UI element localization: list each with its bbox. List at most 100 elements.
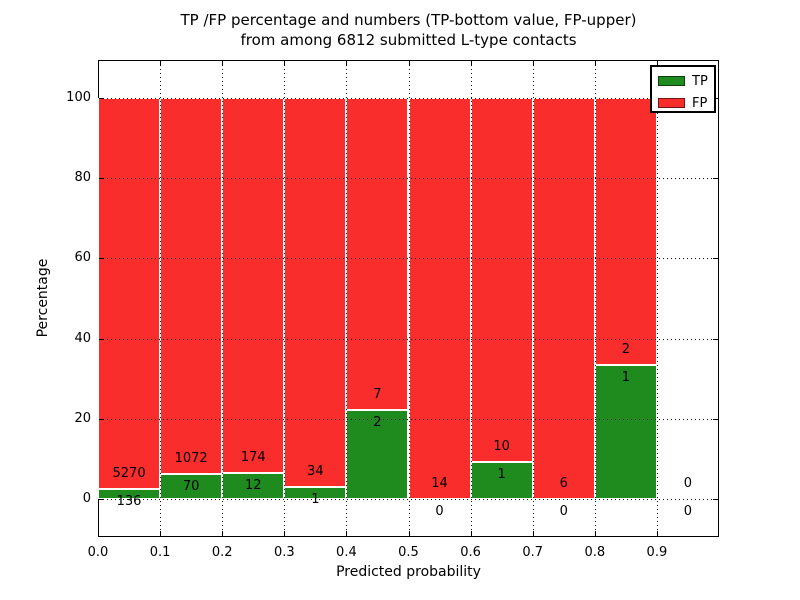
- tp-count-label: 1: [621, 370, 630, 386]
- x-tickmark-top: [532, 61, 534, 66]
- bar-segment-fp: [532, 98, 595, 499]
- y-tickmark-left: [99, 178, 104, 180]
- x-gridline: [346, 61, 348, 536]
- bar-segment-fp: [594, 98, 657, 366]
- x-tickmark-top: [222, 61, 224, 66]
- tp-count-label: 70: [182, 479, 200, 495]
- x-tick-label: 0.6: [460, 545, 481, 560]
- x-tickmark-bottom: [408, 531, 410, 536]
- y-tickmark-right: [713, 498, 718, 500]
- bar-segment-fp: [222, 98, 285, 473]
- x-tick-label: 0.0: [87, 545, 109, 560]
- legend: TP FP: [650, 65, 716, 113]
- y-tickmark-right: [713, 258, 718, 260]
- x-tick-label: 0.4: [336, 545, 357, 560]
- x-tickmark-top: [594, 61, 596, 66]
- tp-count-label: 0: [559, 503, 568, 519]
- x-gridline: [532, 61, 534, 536]
- x-gridline: [284, 61, 286, 536]
- bar-segment-fp: [284, 98, 347, 488]
- x-tick-label: 0.5: [398, 545, 419, 560]
- bar-segment-tp: [222, 472, 285, 499]
- x-tickmark-bottom: [222, 531, 224, 536]
- legend-entry-fp: FP: [652, 94, 714, 114]
- chart-title-line1: TP /FP percentage and numbers (TP-bottom…: [180, 11, 637, 29]
- x-tickmark-top: [656, 61, 658, 66]
- x-gridline: [656, 61, 658, 536]
- tp-count-label: 1: [311, 492, 320, 508]
- y-tickmark-left: [99, 498, 104, 500]
- chart-title-line2: from among 6812 submitted L-type contact…: [240, 31, 577, 49]
- x-gridline: [160, 61, 162, 536]
- y-tickmark-right: [713, 338, 718, 340]
- bar-segment-tp: [470, 462, 533, 499]
- y-tickmark-left: [99, 258, 104, 260]
- x-tickmark-top: [160, 61, 162, 66]
- legend-label-fp: FP: [692, 96, 708, 111]
- y-axis-label: Percentage: [35, 258, 51, 338]
- x-tickmark-top: [408, 61, 410, 66]
- y-tick-label: 100: [66, 90, 91, 106]
- tp-count-label: 12: [244, 477, 262, 493]
- x-tick-label: 0.2: [211, 545, 233, 560]
- x-tickmark-top: [284, 61, 286, 66]
- fp-count-label: 7: [373, 386, 382, 402]
- x-tick-label: 0.9: [646, 545, 668, 560]
- y-tickmark-left: [99, 418, 104, 420]
- y-tickmark-right: [713, 418, 718, 420]
- x-tick-label: 0.1: [149, 545, 171, 560]
- x-tickmark-bottom: [346, 531, 348, 536]
- x-tickmark-top: [346, 61, 348, 66]
- fp-count-label: 34: [307, 464, 324, 480]
- fp-count-label: 0: [683, 475, 693, 491]
- x-tickmark-bottom: [656, 531, 658, 536]
- bar-segment-fp: [346, 98, 409, 410]
- fp-count-label: 6: [559, 475, 568, 491]
- tp-color-swatch: [658, 76, 685, 86]
- legend-label-tp: TP: [692, 74, 708, 89]
- bar-segment-fp: [98, 98, 161, 489]
- tp-count-label: 136: [116, 493, 142, 509]
- x-gridline: [470, 61, 472, 536]
- fp-count-label: 1072: [174, 451, 208, 467]
- bar-segment-tp: [594, 365, 657, 499]
- fp-count-label: 5270: [112, 465, 146, 481]
- legend-entry-tp: TP: [652, 72, 714, 92]
- bar-segment-fp: [160, 98, 223, 475]
- fp-count-label: 2: [621, 342, 630, 358]
- y-tick-label: 40: [74, 330, 91, 346]
- y-tick-label: 60: [74, 250, 91, 266]
- x-tickmark-bottom: [470, 531, 472, 536]
- fp-count-label: 14: [431, 475, 448, 491]
- y-tickmark-left: [99, 98, 104, 100]
- x-tickmark-bottom: [594, 531, 596, 536]
- y-tick-label: 80: [74, 170, 91, 186]
- x-tick-label: 0.7: [522, 545, 544, 560]
- x-tickmark-top: [470, 61, 472, 66]
- tp-count-label: 1: [497, 467, 506, 483]
- x-tick-label: 0.8: [584, 545, 606, 560]
- x-gridline: [222, 61, 224, 536]
- x-gridline: [408, 61, 410, 536]
- tp-count-label: 2: [373, 414, 382, 430]
- x-tickmark-bottom: [160, 531, 162, 536]
- tp-count-label: 0: [683, 503, 693, 519]
- x-tickmark-bottom: [284, 531, 286, 536]
- x-gridline: [594, 61, 596, 536]
- y-tickmark-left: [99, 338, 104, 340]
- y-tick-label: 0: [82, 490, 91, 506]
- bar-segment-tp: [346, 409, 409, 499]
- tp-count-label: 0: [435, 503, 444, 519]
- x-axis-label: Predicted probability: [336, 564, 481, 580]
- bar-segment-tp: [98, 488, 161, 499]
- x-tickmark-bottom: [532, 531, 534, 536]
- y-tickmark-right: [713, 178, 718, 180]
- fp-count-label: 10: [493, 439, 510, 455]
- bar-segment-tp: [160, 474, 223, 499]
- fp-color-swatch: [658, 98, 685, 108]
- fp-count-label: 174: [240, 449, 266, 465]
- bar-segment-fp: [470, 98, 533, 463]
- y-tick-label: 20: [74, 410, 91, 426]
- x-tick-label: 0.3: [273, 545, 295, 560]
